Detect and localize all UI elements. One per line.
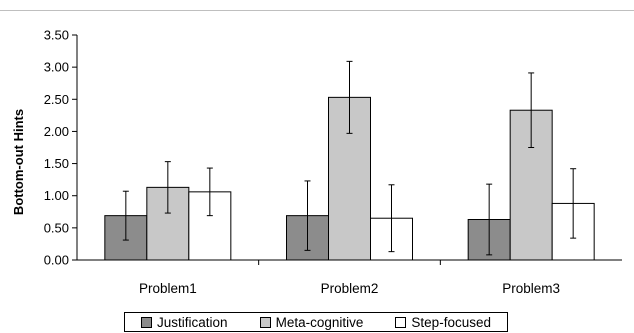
- legend-item-meta-cognitive: Meta-cognitive: [259, 314, 364, 330]
- legend: Justification Meta-cognitive Step-focuse…: [124, 312, 508, 332]
- x-tick-label: Problem1: [139, 281, 197, 296]
- y-tick-label: 2.00: [44, 124, 69, 139]
- y-tick-label: 1.50: [44, 156, 69, 171]
- legend-label-justification: Justification: [157, 314, 228, 330]
- bar-step-focused-problem1: [188, 191, 232, 261]
- y-tick-label: 3.00: [44, 60, 69, 75]
- legend-swatch-meta-cognitive: [259, 316, 271, 328]
- y-tick-label: 1.00: [44, 188, 69, 203]
- y-tick-label: 0.50: [44, 220, 69, 235]
- legend-item-step-focused: Step-focused: [395, 315, 491, 330]
- y-axis-label: Bottom-out Hints: [11, 109, 26, 215]
- x-tick-label: Problem3: [502, 281, 560, 296]
- x-tick-label: Problem2: [321, 281, 379, 296]
- legend-swatch-step-focused: [395, 316, 407, 328]
- legend-label-meta-cognitive: Meta-cognitive: [275, 314, 364, 330]
- legend-item-justification: Justification: [141, 315, 228, 330]
- top-rule: [0, 10, 634, 11]
- tick-labels: 0.00 0.50 1.00 1.50 2.00 2.50 3.00 3.50 Problem1…: [44, 28, 560, 297]
- y-tick-label: 0.00: [44, 253, 69, 268]
- error-bars: [122, 60, 577, 256]
- legend-swatch-justification: [141, 316, 153, 328]
- y-tick-label: 2.50: [44, 92, 69, 107]
- y-tick-label: 3.50: [44, 28, 69, 43]
- bar-chart: Bottom-out Hints 0.00 0.50 1.00 1.50 2.00 2.5…: [11, 28, 622, 297]
- legend-label-step-focused: Step-focused: [411, 314, 491, 330]
